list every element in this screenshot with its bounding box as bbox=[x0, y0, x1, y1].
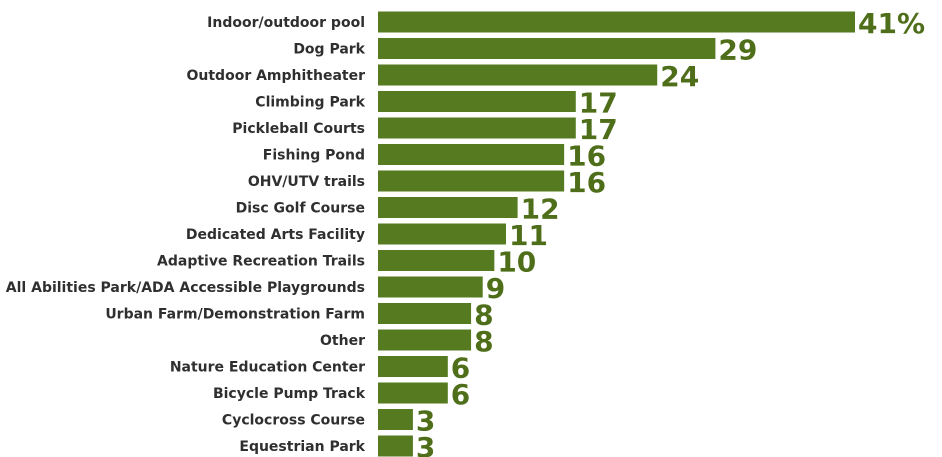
value-label: 6 bbox=[451, 352, 470, 385]
category-label: Bicycle Pump Track bbox=[213, 386, 366, 402]
value-label: 6 bbox=[451, 378, 470, 411]
value-label: 9 bbox=[486, 272, 505, 305]
bar bbox=[378, 276, 483, 298]
bar bbox=[378, 144, 565, 165]
value-label: 16 bbox=[567, 166, 606, 199]
value-label: 12 bbox=[521, 193, 560, 226]
category-label: Adaptive Recreation Trails bbox=[157, 254, 365, 270]
bar bbox=[378, 250, 495, 271]
bar bbox=[378, 11, 855, 33]
category-label: Disc Golf Course bbox=[236, 201, 365, 217]
category-label: Other bbox=[320, 333, 365, 349]
value-label: 17 bbox=[579, 113, 618, 146]
value-label: 10 bbox=[497, 246, 536, 279]
bar bbox=[378, 91, 576, 112]
bar bbox=[378, 197, 518, 218]
bar bbox=[378, 117, 576, 139]
value-label: 29 bbox=[718, 34, 757, 67]
category-label: Climbing Park bbox=[255, 95, 365, 111]
category-label: Indoor/outdoor pool bbox=[207, 15, 365, 31]
category-label: Fishing Pond bbox=[263, 148, 365, 164]
bars-group bbox=[378, 11, 855, 457]
category-label: Urban Farm/Demonstration Farm bbox=[105, 307, 365, 323]
category-label: Cyclocross Course bbox=[222, 413, 365, 429]
category-label: Equestrian Park bbox=[239, 439, 365, 455]
category-label: Nature Education Center bbox=[170, 360, 365, 376]
bar bbox=[378, 223, 506, 245]
value-label: 3 bbox=[416, 431, 435, 457]
value-label: 16 bbox=[567, 140, 606, 173]
bar bbox=[378, 409, 413, 430]
category-label: Outdoor Amphitheater bbox=[187, 68, 366, 84]
value-label: 11 bbox=[509, 219, 548, 252]
value-label: 41% bbox=[858, 7, 925, 40]
bar bbox=[378, 435, 413, 457]
bar bbox=[378, 329, 472, 351]
value-label: 8 bbox=[474, 299, 493, 332]
category-label: All Abilities Park/ADA Accessible Playgr… bbox=[6, 280, 365, 296]
value-label: 17 bbox=[579, 87, 618, 120]
bar bbox=[378, 382, 448, 404]
value-label: 24 bbox=[660, 60, 699, 93]
category-labels: Indoor/outdoor pool Dog Park Outdoor Amphi… bbox=[6, 15, 366, 455]
category-label: Pickleball Courts bbox=[232, 121, 365, 137]
category-label: OHV/UTV trails bbox=[248, 174, 365, 190]
bar bbox=[378, 170, 565, 192]
category-label: Dedicated Arts Facility bbox=[186, 227, 365, 243]
category-label: Dog Park bbox=[293, 42, 365, 58]
value-label: 8 bbox=[474, 325, 493, 358]
bar bbox=[378, 303, 472, 324]
bar bbox=[378, 64, 658, 86]
bar bbox=[378, 356, 448, 377]
value-label: 3 bbox=[416, 405, 435, 438]
bar bbox=[378, 38, 716, 59]
